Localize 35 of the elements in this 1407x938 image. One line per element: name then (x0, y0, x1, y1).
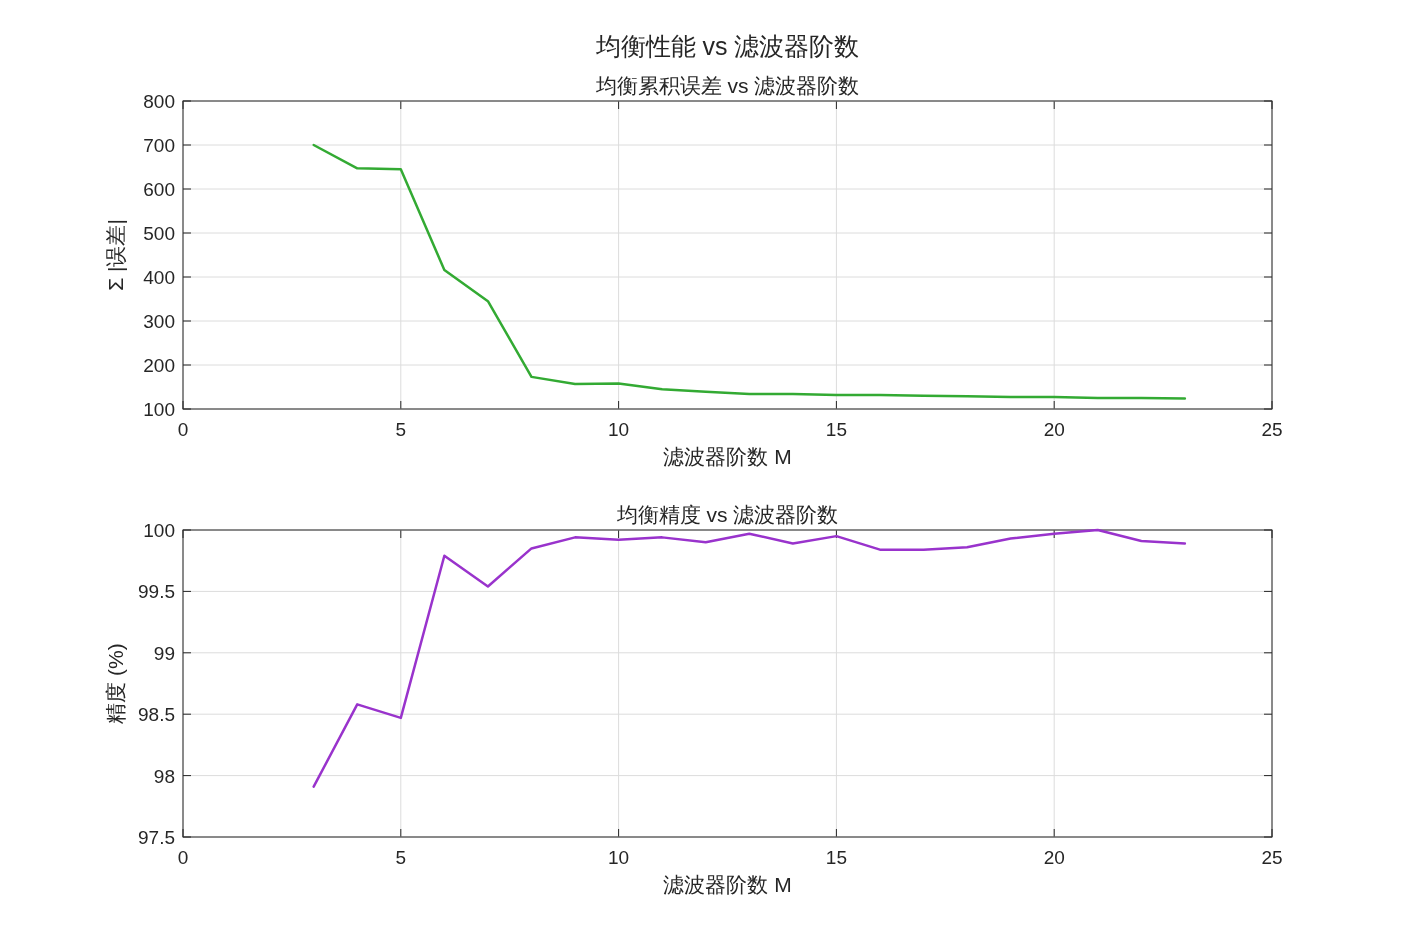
x-tick-label: 25 (1261, 419, 1283, 440)
y-tick-label: 99 (153, 642, 175, 664)
x-tick-label: 15 (825, 847, 847, 868)
chart-title: 均衡性能 vs 滤波器阶数 (594, 32, 860, 60)
x-tick-label: 5 (395, 419, 407, 440)
x-tick-label: 0 (177, 419, 189, 440)
y-tick-label: 300 (143, 311, 175, 332)
y-tick-label: 500 (143, 223, 175, 244)
y-tick-label: 800 (143, 91, 175, 112)
y-tick-label: 400 (143, 267, 175, 288)
x-tick-label: 5 (395, 847, 407, 868)
chart-subtitle: 均衡累积误差 vs 滤波器阶数 (594, 74, 860, 97)
x-tick-label: 10 (608, 419, 630, 440)
x-tick-label: 20 (1043, 847, 1065, 868)
y-tick-label: 99.5 (138, 581, 175, 603)
chart-title: 均衡精度 vs 滤波器阶数 (615, 503, 839, 526)
x-tick-label: 0 (177, 847, 189, 868)
x-tick-label: 20 (1043, 419, 1065, 440)
y-tick-label: 600 (143, 179, 175, 200)
x-tick-label: 10 (608, 847, 630, 868)
y-tick-label: 100 (143, 520, 175, 541)
line-series (312, 143, 1187, 400)
x-tick-label: 15 (825, 419, 847, 440)
y-tick-label: 98.5 (138, 704, 175, 726)
x-axis-title: 滤波器阶数 M (663, 445, 792, 468)
y-tick-label: 97.5 (138, 827, 175, 848)
y-axis-title: 精度 (%) (104, 643, 127, 724)
x-axis-title: 滤波器阶数 M (663, 873, 792, 896)
line-series (312, 528, 1187, 788)
y-tick-label: 200 (143, 355, 175, 376)
y-tick-label: 100 (143, 399, 175, 420)
y-tick-label: 700 (143, 135, 175, 156)
y-tick-label: 98 (153, 765, 175, 787)
y-axis-title: Σ |误差| (104, 219, 127, 291)
x-tick-label: 25 (1261, 847, 1283, 868)
